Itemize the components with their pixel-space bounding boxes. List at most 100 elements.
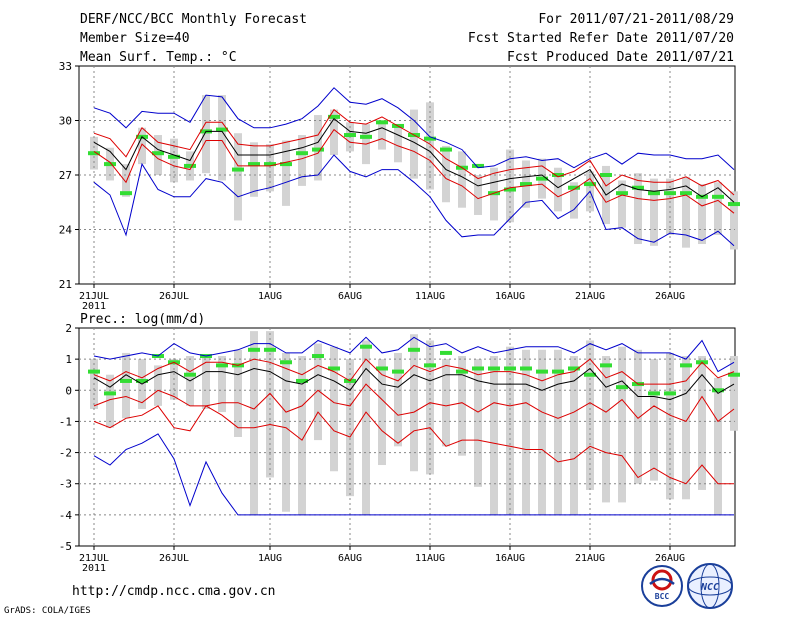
- temp-box-33: [618, 180, 626, 228]
- temp-box-21: [426, 102, 434, 190]
- temp-min-line: [93, 154, 735, 247]
- prec-box-35: [650, 359, 658, 481]
- temp-median-14: [312, 147, 324, 152]
- temp-median-36: [664, 191, 676, 196]
- prec-median-29: [552, 369, 564, 374]
- temp-median-35: [648, 191, 660, 196]
- temp-upper-line: [93, 108, 735, 196]
- temp-lower-line: [93, 128, 735, 214]
- footer-url[interactable]: http://cmdp.ncc.cma.gov.cn: [72, 584, 276, 599]
- prec-max-line: [93, 336, 735, 373]
- bcc-logo: BCC: [641, 565, 683, 607]
- temp-median-29: [552, 173, 564, 177]
- prec-ytick-label-5: 0: [65, 384, 72, 397]
- precipitation-panel: -5 -4 -3 -2 -1 0 1 2 21JUL 26JUL 1AUG 6AUG 11AUG 16AU…: [59, 322, 740, 574]
- temp-box-29: [554, 167, 562, 212]
- prec-median-15: [328, 366, 340, 371]
- prec-xtick-label-2: 1AUG: [258, 553, 282, 564]
- temp-median-8: [216, 127, 228, 132]
- prec-xtick-label-4: 11AUG: [415, 553, 445, 564]
- temp-ytick-label-2: 27: [59, 169, 72, 182]
- temp-median-18: [376, 120, 388, 125]
- temp-ytick-label-4: 33: [59, 60, 72, 73]
- temp-box-26: [506, 149, 514, 223]
- temp-xtick-label-7: 26AUG: [655, 291, 685, 302]
- temp-box-20: [410, 109, 418, 179]
- prec-box-1: [106, 374, 114, 428]
- bcc-logo-text: BCC: [655, 592, 670, 601]
- temp-median-0: [88, 151, 100, 156]
- ncc-logo: NCC: [687, 563, 733, 609]
- temp-box-39: [714, 182, 722, 235]
- temp-median-17: [360, 134, 372, 139]
- temp-box-40: [730, 191, 738, 250]
- prec-box-8: [218, 356, 226, 413]
- prec-ytick-label-2: -3: [59, 478, 72, 491]
- temp-box-5: [170, 138, 178, 183]
- prec-box-32: [602, 356, 610, 503]
- temp-xtick-label-2: 1AUG: [258, 291, 282, 302]
- prec-box-4: [154, 365, 162, 406]
- prec-box-22: [442, 359, 450, 447]
- header-forecast-range: For 2011/07/21-2011/08/29: [538, 12, 734, 27]
- prec-median-26: [504, 366, 516, 371]
- temp-box-34: [634, 173, 642, 245]
- temp-ytick-label-3: 30: [59, 115, 72, 128]
- prec-median-13: [296, 378, 308, 383]
- prec-median-28: [536, 369, 548, 374]
- prec-median-35: [648, 391, 660, 396]
- prec-median-3: [136, 378, 148, 383]
- prec-median-11: [264, 347, 276, 352]
- prec-box-24: [474, 359, 482, 487]
- temp-ytick-label-1: 24: [59, 224, 73, 237]
- prec-median-1: [104, 391, 116, 396]
- prec-median-22: [440, 350, 452, 355]
- temp-median-30: [568, 185, 580, 190]
- temp-year-label: 2011: [82, 301, 106, 312]
- prec-box-7: [202, 356, 210, 409]
- prec-median-32: [600, 363, 612, 368]
- precip-title: Prec.: log(mm/d): [80, 312, 205, 327]
- temp-median-15: [328, 114, 340, 119]
- prec-box-10: [250, 331, 258, 515]
- prec-ytick-label-4: -1: [59, 415, 72, 428]
- prec-box-28: [538, 349, 546, 515]
- temp-box-15: [330, 109, 338, 156]
- prec-box-19: [394, 352, 402, 447]
- temp-box-13: [298, 135, 306, 186]
- footer-credit: GrADS: COLA/IGES: [4, 606, 91, 616]
- header-variable: Mean Surf. Temp.: °C: [80, 50, 237, 65]
- prec-box-33: [618, 346, 626, 503]
- temp-box-2: [122, 164, 130, 197]
- prec-median-25: [488, 366, 500, 371]
- prec-xtick-label-6: 21AUG: [575, 553, 605, 564]
- prec-median-2: [120, 378, 132, 383]
- temp-median-2: [120, 191, 132, 196]
- temp-xtick-label-0: 21JUL: [79, 291, 109, 302]
- prec-median-6: [184, 372, 196, 377]
- temperature-panel: 21 24 27 30 33 21JUL 26JUL 1AUG 6AUG 11AUG 16AUG 21…: [59, 60, 740, 312]
- prec-box-16: [346, 359, 354, 497]
- temp-median-40: [728, 202, 740, 207]
- prec-median-37: [680, 363, 692, 368]
- prec-xtick-label-7: 26AUG: [655, 553, 685, 564]
- temp-xtick-label-6: 21AUG: [575, 291, 605, 302]
- temp-box-10: [250, 142, 258, 197]
- ncc-logo-text: NCC: [700, 582, 719, 593]
- temp-median-5: [168, 154, 180, 159]
- temp-xtick-label-4: 11AUG: [415, 291, 445, 302]
- temp-box-7: [202, 95, 210, 174]
- prec-box-15: [330, 346, 338, 472]
- header-produced-date: Fcst Produced Date 2011/07/21: [507, 50, 734, 65]
- temp-median-22: [440, 147, 452, 152]
- prec-box-34: [634, 349, 642, 484]
- prec-year-label: 2011: [82, 563, 106, 574]
- temp-median-31: [584, 182, 596, 187]
- prec-mean-line: [93, 367, 735, 401]
- temp-box-3: [138, 127, 146, 165]
- prec-box-17: [362, 340, 370, 515]
- header-member-size: Member Size=40: [80, 31, 190, 46]
- temp-xtick-label-5: 16AUG: [495, 291, 525, 302]
